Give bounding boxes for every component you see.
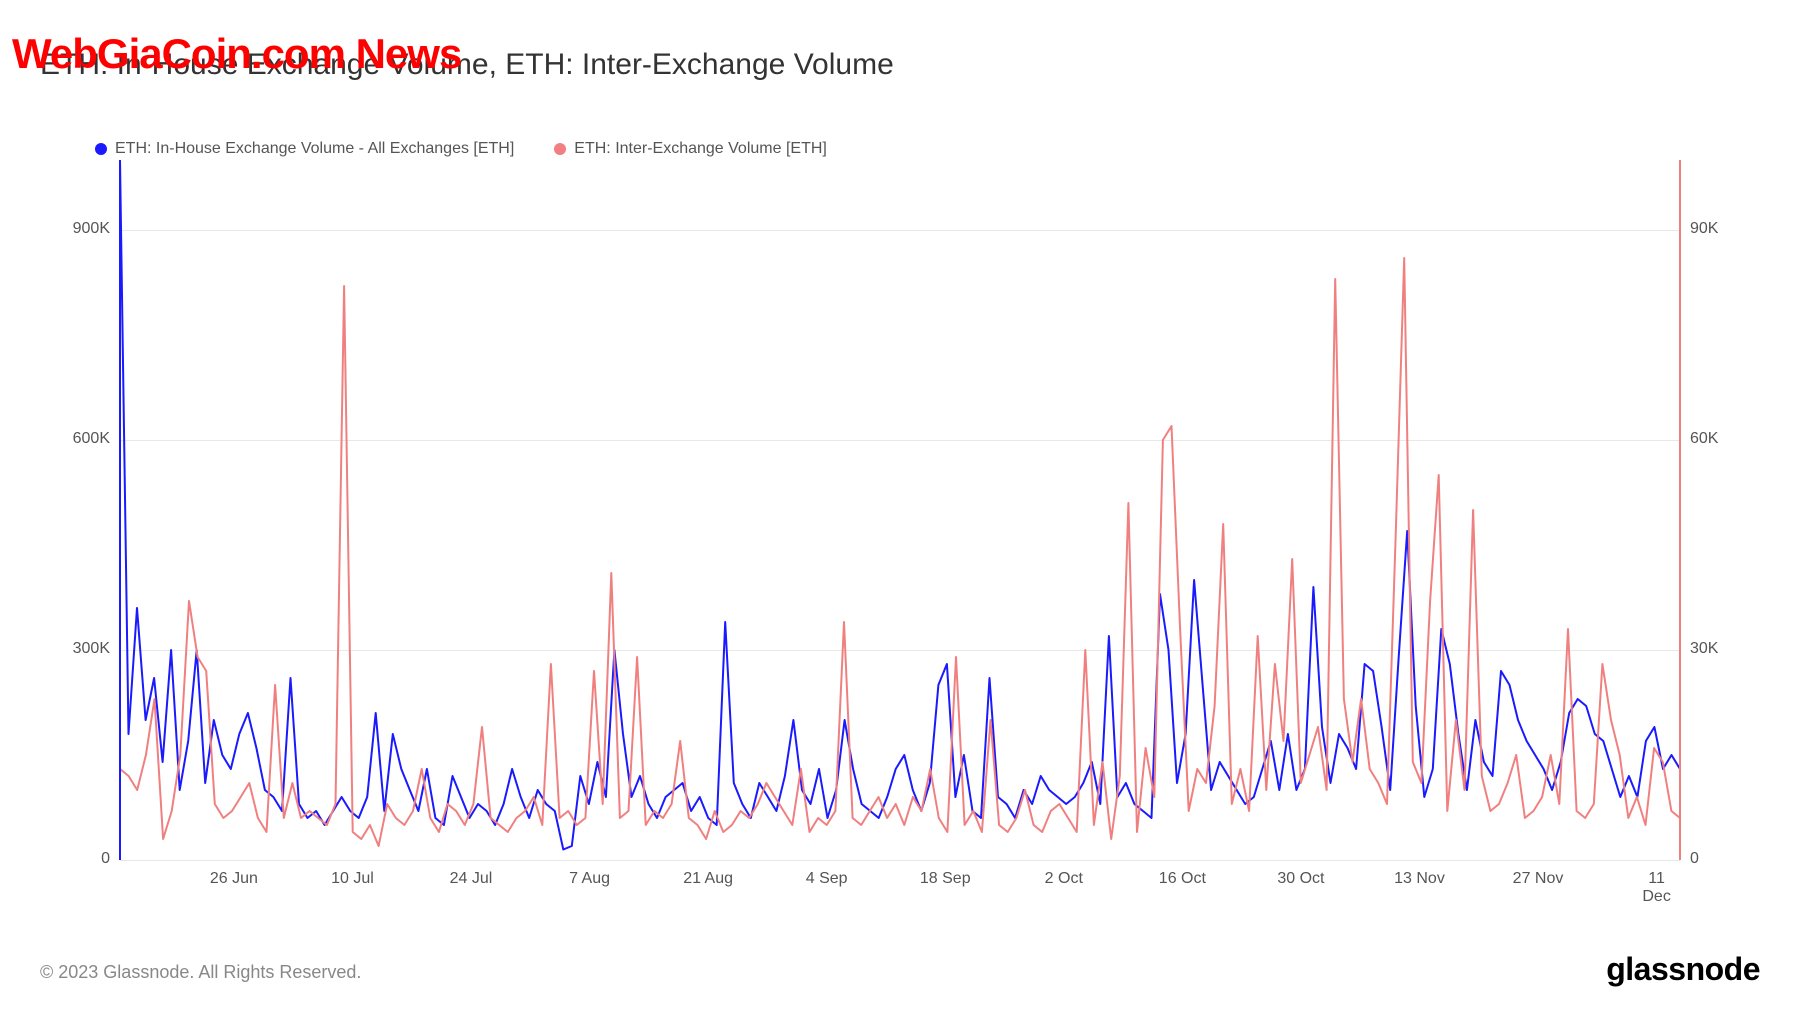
brand-logo: glassnode [1606, 951, 1760, 988]
series-line-inter [120, 258, 1680, 846]
y-axis-left-label: 600K [30, 430, 110, 448]
y-axis-right-label: 30K [1690, 640, 1770, 658]
y-axis-left-label: 0 [30, 850, 110, 868]
x-axis-label: 18 Sep [920, 870, 971, 888]
chart-svg [120, 160, 1680, 860]
legend-label: ETH: In-House Exchange Volume - All Exch… [115, 140, 514, 158]
y-axis-left-label: 900K [30, 220, 110, 238]
x-axis-label: 7 Aug [569, 870, 610, 888]
copyright: © 2023 Glassnode. All Rights Reserved. [40, 962, 361, 983]
y-axis-left-label: 300K [30, 640, 110, 658]
watermark: WebGiaCoin.com News [12, 30, 461, 78]
legend: ETH: In-House Exchange Volume - All Exch… [95, 140, 827, 158]
chart-area: 0300K600K900K 030K60K90K 26 Jun10 Jul24 … [120, 160, 1680, 860]
legend-item-inter: ETH: Inter-Exchange Volume [ETH] [554, 140, 827, 158]
x-axis-label: 4 Sep [806, 870, 848, 888]
x-axis-label: 30 Oct [1277, 870, 1324, 888]
legend-dot-icon [554, 143, 566, 155]
x-axis-label: 13 Nov [1394, 870, 1445, 888]
gridline [120, 860, 1680, 861]
y-axis-right-label: 0 [1690, 850, 1770, 868]
x-axis-label: 24 Jul [450, 870, 493, 888]
x-axis-label: 11 Dec [1642, 870, 1670, 906]
x-axis-label: 10 Jul [331, 870, 374, 888]
y-axis-right-label: 90K [1690, 220, 1770, 238]
y-axis-right-label: 60K [1690, 430, 1770, 448]
legend-dot-icon [95, 143, 107, 155]
x-axis-label: 21 Aug [683, 870, 733, 888]
legend-label: ETH: Inter-Exchange Volume [ETH] [574, 140, 827, 158]
x-axis-label: 16 Oct [1159, 870, 1206, 888]
x-axis-label: 2 Oct [1045, 870, 1083, 888]
legend-item-inhouse: ETH: In-House Exchange Volume - All Exch… [95, 140, 514, 158]
x-axis-label: 26 Jun [210, 870, 258, 888]
x-axis-label: 27 Nov [1513, 870, 1564, 888]
